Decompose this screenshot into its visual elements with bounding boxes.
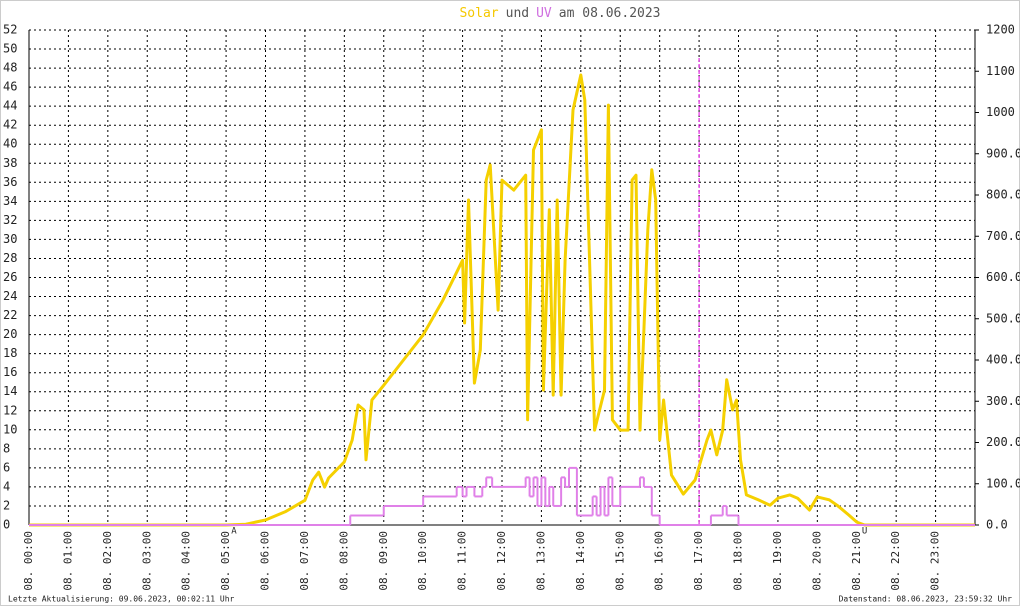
y-tick-label: 34 bbox=[3, 194, 17, 208]
x-tick-label: 08. 21:00 bbox=[850, 531, 863, 591]
x-tick-label: 08. 16:00 bbox=[653, 531, 666, 591]
y-tick-label: 18 bbox=[3, 346, 17, 360]
x-tick-label: 08. 00:00 bbox=[22, 531, 35, 591]
title-part: UV bbox=[536, 6, 552, 21]
y-tick-label: 4 bbox=[3, 479, 10, 493]
y-tick-label: 40 bbox=[3, 137, 17, 151]
y-tick-label: 0 bbox=[3, 518, 10, 532]
x-tick-label: 08. 05:00 bbox=[219, 531, 232, 591]
solar-line bbox=[29, 73, 975, 527]
x-tick-label: 08. 17:00 bbox=[692, 531, 705, 591]
x-tick-label: 08. 11:00 bbox=[456, 531, 469, 591]
x-tick-label: 08. 22:00 bbox=[889, 531, 902, 591]
y-tick-label: 46 bbox=[3, 80, 17, 94]
y2-tick-label: 300.0 bbox=[986, 394, 1020, 408]
y-tick-label: 6 bbox=[3, 460, 10, 474]
sun-marker: A bbox=[231, 527, 237, 537]
title-part: Solar bbox=[459, 6, 498, 21]
x-tick-label: 08. 23:00 bbox=[929, 531, 942, 591]
title-part: und bbox=[506, 6, 529, 21]
y-tick-label: 36 bbox=[3, 175, 17, 189]
x-tick-label: 08. 06:00 bbox=[259, 531, 272, 591]
x-tick-label: 08. 01:00 bbox=[61, 531, 74, 591]
y-tick-label: 38 bbox=[3, 156, 17, 170]
x-tick-label: 08. 07:00 bbox=[298, 531, 311, 591]
y-tick-label: 10 bbox=[3, 422, 17, 436]
y2-tick-label: 600.0 bbox=[986, 270, 1020, 284]
y-tick-label: 32 bbox=[3, 213, 17, 227]
y2-tick-label: 500.0 bbox=[986, 311, 1020, 325]
y2-tick-label: 400.0 bbox=[986, 353, 1020, 367]
y2-tick-label: 800.0 bbox=[986, 188, 1020, 202]
y-tick-label: 26 bbox=[3, 270, 17, 284]
y-tick-label: 22 bbox=[3, 308, 17, 322]
y2-tick-label: 1200 bbox=[986, 23, 1015, 37]
x-tick-label: 08. 19:00 bbox=[771, 531, 784, 591]
y2-tick-label: 200.0 bbox=[986, 435, 1020, 449]
x-tick-label: 08. 13:00 bbox=[534, 531, 547, 591]
y-tick-label: 50 bbox=[3, 42, 17, 56]
x-tick-label: 08. 04:00 bbox=[180, 531, 193, 591]
y-tick-label: 44 bbox=[3, 99, 17, 113]
x-tick-label: 08. 15:00 bbox=[613, 531, 626, 591]
x-tick-label: 08. 10:00 bbox=[416, 531, 429, 591]
title-part: am 08.06.2023 bbox=[559, 6, 661, 21]
y-tick-label: 48 bbox=[3, 61, 17, 75]
x-tick-label: 08. 14:00 bbox=[574, 531, 587, 591]
y-tick-label: 2 bbox=[3, 498, 10, 512]
y2-tick-label: 1100 bbox=[986, 64, 1015, 78]
y-tick-label: 8 bbox=[3, 441, 10, 455]
footer-left: Letzte Aktualisierung: 09.06.2023, 00:02… bbox=[8, 595, 235, 604]
chart-title: Solar und UV am 08.06.2023 bbox=[459, 6, 660, 21]
y-tick-label: 16 bbox=[3, 365, 17, 379]
y2-tick-label: 700.0 bbox=[986, 229, 1020, 243]
y-tick-label: 30 bbox=[3, 232, 17, 246]
y-tick-label: 12 bbox=[3, 403, 17, 417]
y-tick-label: 20 bbox=[3, 327, 17, 341]
y-tick-label: 42 bbox=[3, 118, 17, 132]
y2-tick-label: 1000 bbox=[986, 105, 1015, 119]
y2-tick-label: 0.0 bbox=[986, 518, 1008, 532]
y-tick-label: 14 bbox=[3, 384, 17, 398]
y-tick-label: 52 bbox=[3, 23, 17, 37]
y-tick-label: 28 bbox=[3, 251, 17, 265]
x-tick-label: 08. 20:00 bbox=[810, 531, 823, 591]
y2-tick-label: 900.0 bbox=[986, 146, 1020, 160]
x-tick-label: 08. 12:00 bbox=[495, 531, 508, 591]
y-tick-label: 24 bbox=[3, 289, 17, 303]
y2-tick-label: 100.0 bbox=[986, 476, 1020, 490]
x-tick-label: 08. 08:00 bbox=[337, 531, 350, 591]
x-tick-label: 08. 03:00 bbox=[140, 531, 153, 591]
sun-marker: U bbox=[862, 527, 867, 537]
x-tick-label: 08. 18:00 bbox=[732, 531, 745, 591]
x-tick-label: 08. 02:00 bbox=[101, 531, 114, 591]
x-tick-label: 08. 09:00 bbox=[377, 531, 390, 591]
footer-right: Datenstand: 08.06.2023, 23:59:32 Uhr bbox=[839, 595, 1013, 604]
